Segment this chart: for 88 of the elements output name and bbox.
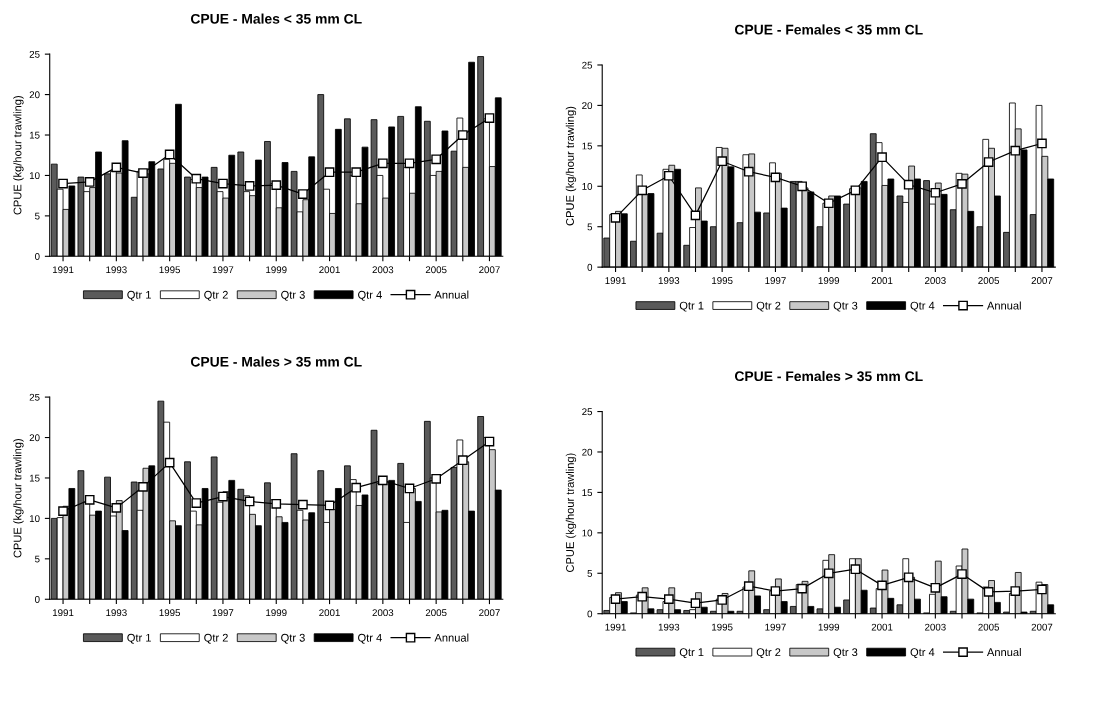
y-tick-label: 15: [29, 474, 40, 482]
y-tick-label: 20: [582, 102, 593, 110]
x-tick-label: 1999: [818, 623, 840, 631]
legend-label: Qtr 3: [281, 290, 305, 301]
x-tick-label: 1993: [658, 623, 680, 631]
y-tick-label: 15: [29, 131, 40, 139]
y-tick-label: 10: [582, 183, 593, 190]
legend-label: Qtr 3: [833, 648, 858, 659]
y-tick-label: 20: [29, 91, 40, 99]
y-tick-label: 20: [29, 434, 40, 442]
legend-label: Qtr 4: [910, 648, 935, 659]
legend-label: Qtr 4: [910, 301, 935, 312]
x-tick-label: 2007: [1031, 277, 1053, 284]
x-tick-label: 2003: [925, 623, 946, 631]
legend-label: Qtr 1: [679, 648, 704, 659]
y-tick-label: 10: [29, 172, 40, 180]
x-tick-label: 2003: [372, 609, 394, 617]
x-tick-label: 2001: [319, 266, 340, 274]
legend-label: Annual: [434, 290, 469, 299]
x-tick-label: 1999: [266, 609, 287, 617]
chart-title: CPUE - Females > 35 mm CL: [734, 370, 923, 382]
y-tick-label: 25: [29, 50, 40, 58]
y-tick-label: 0: [587, 610, 593, 618]
legend-label: Annual: [986, 301, 1021, 310]
x-tick-label: 1997: [212, 609, 234, 617]
x-tick-label: 1999: [818, 277, 840, 284]
x-tick-label: 1995: [159, 609, 181, 617]
x-tick-label: 2007: [1031, 623, 1053, 631]
y-tick-label: 25: [582, 61, 593, 69]
x-tick-label: 2003: [925, 277, 946, 284]
x-tick-label: 1991: [52, 609, 74, 617]
legend-label: Annual: [986, 647, 1021, 657]
x-tick-label: 1997: [765, 277, 786, 284]
chart-title: CPUE - Females < 35 mm CL: [734, 24, 923, 35]
y-tick-label: 25: [582, 408, 593, 416]
y-tick-label: 5: [34, 555, 40, 563]
x-tick-label: 2005: [425, 266, 447, 274]
chart-title: CPUE - Males > 35 mm CL: [190, 356, 362, 367]
x-tick-label: 1999: [266, 266, 287, 274]
legend-label: Qtr 2: [756, 301, 781, 312]
y-tick-label: 5: [587, 223, 593, 231]
legend-label: Annual: [434, 633, 469, 642]
y-tick-label: 5: [587, 570, 593, 577]
y-axis-title: CPUE (kg/hour trawling): [565, 106, 577, 226]
x-tick-label: 1993: [658, 277, 680, 284]
y-tick-label: 20: [582, 448, 593, 456]
x-tick-label: 1991: [605, 623, 626, 631]
legend-label: Qtr 2: [756, 648, 781, 659]
legend-label: Qtr 3: [833, 301, 858, 312]
y-tick-label: 10: [582, 529, 593, 537]
y-axis-title: CPUE (kg/hour trawling): [565, 453, 577, 572]
x-tick-label: 1997: [212, 266, 234, 274]
legend-label: Qtr 1: [127, 290, 151, 301]
x-tick-label: 2007: [479, 266, 500, 274]
y-tick-label: 15: [582, 489, 593, 497]
x-tick-label: 2001: [871, 623, 893, 631]
x-tick-label: 2005: [978, 277, 1000, 284]
x-tick-label: 1991: [605, 277, 626, 284]
x-tick-label: 2005: [978, 623, 1000, 631]
y-tick-label: 15: [582, 142, 593, 150]
legend-label: Qtr 1: [679, 301, 704, 312]
x-tick-label: 1995: [712, 623, 733, 631]
x-tick-label: 2001: [319, 609, 340, 617]
x-tick-label: 2001: [871, 277, 893, 284]
y-tick-label: 5: [34, 212, 40, 220]
x-tick-label: 1993: [106, 266, 127, 274]
x-tick-label: 2007: [479, 609, 500, 617]
y-tick-label: 10: [29, 515, 40, 523]
x-tick-label: 1995: [712, 277, 733, 284]
y-tick-label: 0: [587, 263, 593, 271]
y-tick-label: 0: [34, 595, 40, 603]
x-tick-label: 2005: [425, 609, 447, 617]
x-tick-label: 1995: [159, 266, 181, 274]
y-axis-title: CPUE (kg/hour trawling): [13, 438, 24, 558]
x-tick-label: 1991: [52, 266, 74, 274]
legend-label: Qtr 4: [358, 633, 382, 644]
x-tick-label: 1993: [106, 609, 127, 617]
x-tick-label: 2003: [372, 266, 394, 274]
y-tick-label: 25: [29, 393, 40, 401]
legend-label: Qtr 2: [204, 633, 228, 644]
legend-label: Qtr 4: [358, 290, 382, 301]
legend-label: Qtr 1: [127, 633, 151, 644]
x-tick-label: 1997: [765, 623, 786, 631]
chart-title: CPUE - Males < 35 mm CL: [190, 13, 362, 24]
y-axis-title: CPUE (kg/hour trawling): [13, 96, 24, 215]
legend-label: Qtr 2: [204, 290, 228, 301]
y-tick-label: 0: [34, 253, 40, 260]
legend-label: Qtr 3: [281, 633, 305, 644]
